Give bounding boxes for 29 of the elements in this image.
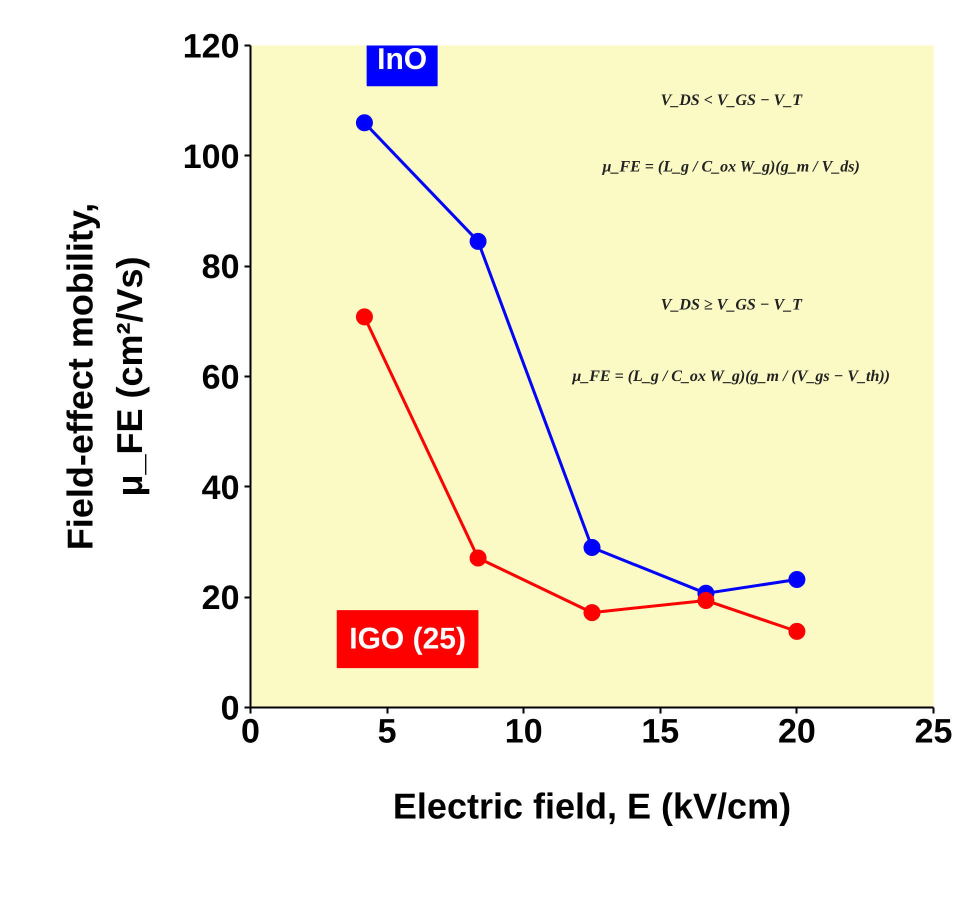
- annotation: V_DS < V_GS − V_T: [660, 92, 804, 110]
- series-label: InO: [377, 42, 428, 76]
- point: [788, 622, 806, 640]
- y-tick-label: 100: [182, 138, 240, 176]
- x-tick-label: 15: [641, 712, 680, 750]
- point: [356, 308, 373, 326]
- x-tick-label: 10: [504, 712, 543, 750]
- y-tick-label: 80: [202, 248, 240, 286]
- x-tick-label: 25: [914, 712, 952, 750]
- annotation: V_DS ≥ V_GS − V_T: [660, 296, 804, 314]
- x-axis-title: Electric field, E (kV/cm): [392, 786, 792, 826]
- point: [584, 539, 600, 556]
- y-tick-label: 20: [202, 579, 240, 618]
- point: [470, 550, 487, 566]
- point: [697, 592, 714, 609]
- y-tick-label: 0: [220, 690, 240, 728]
- y-tick-label: 120: [182, 28, 240, 66]
- x-tick-label: 5: [378, 712, 397, 750]
- series-label: IGO (25): [349, 622, 466, 656]
- point: [584, 604, 600, 622]
- annotation: μ_FE = (L_g / C_ox W_g)(g_m / V_ds): [602, 158, 860, 176]
- y-tick-label: 40: [202, 468, 240, 507]
- point: [470, 232, 487, 250]
- point: [788, 571, 806, 588]
- x-tick-label: 20: [778, 712, 816, 750]
- point: [356, 114, 373, 132]
- y-tick-label: 60: [202, 358, 240, 396]
- annotation: μ_FE = (L_g / C_ox W_g)(g_m / (V_gs − V_th)): [571, 368, 890, 385]
- y-axis-title: Field-effect mobility, μ_FE (cm²/Vs): [60, 202, 150, 550]
